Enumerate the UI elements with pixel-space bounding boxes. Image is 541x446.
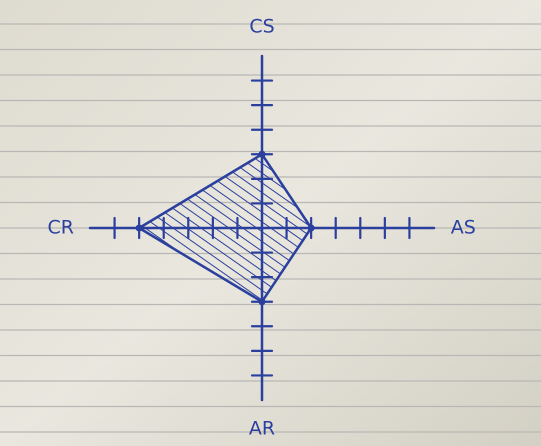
data-point bbox=[258, 298, 266, 306]
axis-label: AR bbox=[249, 418, 275, 440]
axis-label: AS bbox=[451, 217, 476, 239]
data-point bbox=[307, 224, 315, 232]
axis-label: CS bbox=[249, 15, 274, 37]
radar: CS AS AR CR bbox=[48, 15, 476, 439]
data-point bbox=[258, 150, 266, 158]
data-point bbox=[135, 224, 143, 232]
axis-label: CR bbox=[48, 217, 74, 239]
